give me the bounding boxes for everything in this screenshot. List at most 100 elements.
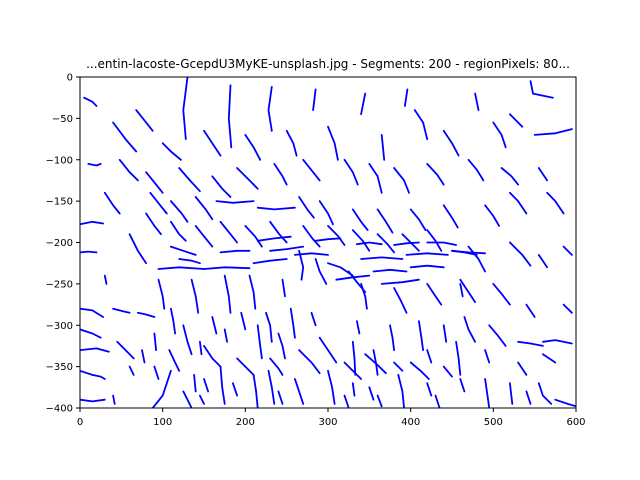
segment-line bbox=[562, 303, 573, 314]
segment-line bbox=[80, 369, 94, 376]
segment-line bbox=[389, 324, 396, 352]
segment-line bbox=[455, 340, 462, 376]
segment-line bbox=[327, 224, 346, 246]
segment-line bbox=[343, 361, 363, 380]
segment-line bbox=[314, 258, 328, 285]
segment-line bbox=[426, 349, 433, 364]
segment-line bbox=[248, 274, 257, 310]
segment-line bbox=[281, 278, 286, 298]
segment-line bbox=[112, 307, 131, 314]
segment-line bbox=[198, 340, 203, 356]
segment-line bbox=[244, 224, 263, 248]
y-tick-label: −350 bbox=[46, 362, 73, 373]
segment-line bbox=[231, 382, 239, 397]
segment-line bbox=[269, 220, 288, 244]
segment-line bbox=[80, 328, 102, 339]
segment-line bbox=[298, 196, 315, 219]
segment-line bbox=[203, 344, 222, 368]
segment-line bbox=[413, 109, 429, 141]
segment-line bbox=[149, 191, 168, 215]
segments-group bbox=[80, 77, 576, 408]
segment-line bbox=[194, 224, 214, 248]
segment-line bbox=[492, 121, 507, 149]
segment-line bbox=[302, 158, 321, 182]
segment-line bbox=[211, 316, 218, 335]
segment-line bbox=[355, 241, 383, 246]
chart-title: ...entin-lacoste-GcepdU3MyKE-unsplash.jp… bbox=[86, 57, 570, 71]
segment-line bbox=[393, 241, 420, 246]
segment-line bbox=[267, 369, 276, 405]
segment-line bbox=[343, 158, 359, 186]
segment-line bbox=[91, 373, 106, 380]
segment-line bbox=[360, 256, 404, 260]
segment-line bbox=[203, 266, 251, 270]
segment-line bbox=[211, 175, 232, 198]
segment-line bbox=[376, 394, 383, 408]
segment-line bbox=[542, 353, 557, 364]
segment-line bbox=[80, 250, 98, 254]
segment-line bbox=[459, 378, 466, 393]
segment-line bbox=[397, 373, 406, 408]
segment-line bbox=[525, 303, 536, 318]
segment-line bbox=[223, 274, 232, 314]
x-tick-label: 0 bbox=[77, 417, 83, 428]
segment-line bbox=[128, 365, 135, 376]
segment-line bbox=[135, 109, 154, 132]
segment-line bbox=[219, 220, 239, 244]
segment-line bbox=[103, 274, 108, 285]
segment-line bbox=[360, 92, 367, 116]
segment-line bbox=[267, 86, 273, 132]
segment-line bbox=[302, 224, 321, 248]
segment-line bbox=[256, 206, 296, 211]
segment-line bbox=[368, 386, 375, 401]
segment-line bbox=[426, 229, 443, 252]
segment-line bbox=[298, 349, 321, 375]
y-tick-label: 0 bbox=[67, 73, 73, 84]
segment-line bbox=[289, 307, 296, 339]
segment-line bbox=[182, 324, 193, 356]
segment-line bbox=[244, 133, 262, 161]
segment-line bbox=[405, 252, 449, 256]
segment-line bbox=[80, 347, 110, 353]
y-tick-label: −150 bbox=[46, 197, 73, 208]
segment-line bbox=[269, 245, 305, 252]
segment-line bbox=[459, 282, 464, 298]
segment-line bbox=[312, 88, 317, 111]
segment-line bbox=[285, 129, 298, 157]
segment-line bbox=[252, 258, 288, 265]
segment-line bbox=[442, 365, 453, 378]
segment-line bbox=[409, 208, 427, 232]
segment-line bbox=[178, 258, 201, 265]
segment-line bbox=[459, 278, 477, 304]
segment-line bbox=[80, 220, 104, 226]
segment-line bbox=[153, 365, 160, 380]
segment-line bbox=[393, 167, 410, 194]
segment-line bbox=[193, 373, 197, 393]
y-tick-label: −250 bbox=[46, 279, 73, 290]
segment-line bbox=[488, 324, 507, 347]
segment-line bbox=[194, 196, 214, 221]
segment-line bbox=[492, 282, 511, 306]
segment-line bbox=[128, 233, 148, 265]
segment-line bbox=[417, 320, 425, 352]
segment-line bbox=[380, 133, 386, 161]
segment-line bbox=[351, 208, 369, 232]
segment-line bbox=[198, 394, 205, 405]
segment-line bbox=[83, 96, 98, 107]
segment-line bbox=[426, 162, 445, 186]
segment-line bbox=[269, 357, 284, 376]
segment-line bbox=[533, 128, 573, 136]
x-tick-label: 400 bbox=[401, 417, 420, 428]
segment-line bbox=[273, 162, 288, 186]
segment-line bbox=[409, 264, 445, 269]
segment-line bbox=[529, 80, 554, 99]
segment-line bbox=[169, 200, 189, 223]
segment-line bbox=[351, 340, 357, 376]
y-tick-label: −300 bbox=[46, 321, 73, 332]
segment-line bbox=[298, 249, 305, 281]
segment-line bbox=[546, 191, 565, 215]
segment-line bbox=[442, 324, 448, 343]
segment-line bbox=[355, 320, 361, 335]
y-tick-label: −50 bbox=[52, 114, 73, 125]
